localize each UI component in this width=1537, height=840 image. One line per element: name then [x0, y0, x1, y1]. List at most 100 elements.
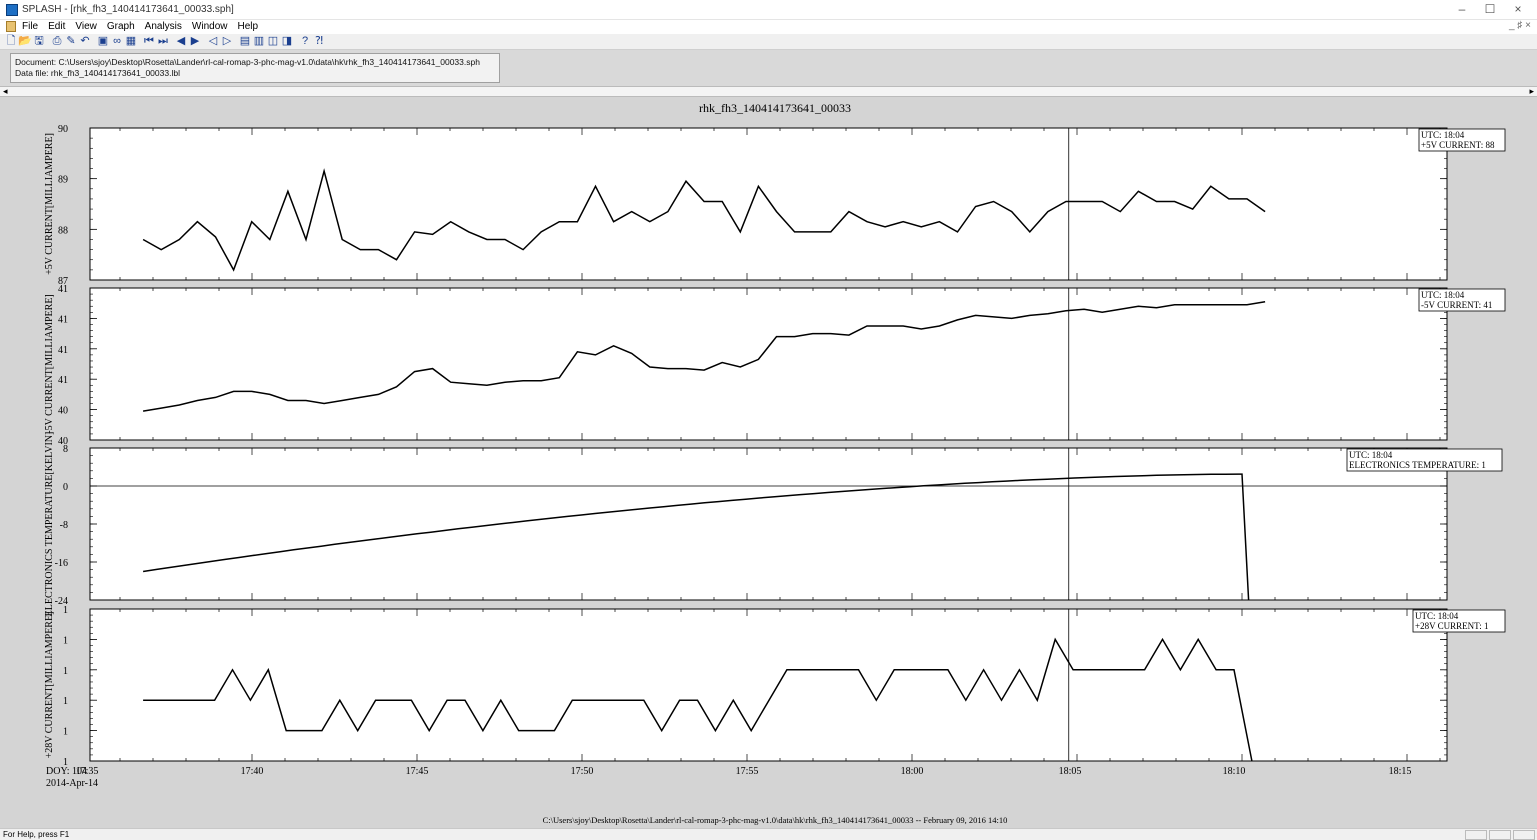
y-tick-label: 41 — [58, 345, 68, 356]
maximize-button[interactable]: ☐ — [1484, 2, 1496, 16]
readout-utc: UTC: 18:04 — [1421, 290, 1465, 300]
scroll-left-icon[interactable]: ◂ — [3, 86, 8, 96]
previous-icon[interactable]: ◀ — [176, 35, 186, 47]
arrange-icon[interactable]: ◨ — [281, 35, 293, 47]
x-tick-label: 17:35 — [76, 766, 99, 777]
document-path: C:\Users\sjoy\Desktop\Rosetta\Lander\rl-… — [58, 57, 480, 67]
y-tick-label: 1 — [63, 757, 68, 768]
graph-window-icon[interactable]: ▣ — [97, 35, 109, 47]
y-tick-label: 41 — [58, 284, 68, 295]
readout-box — [1346, 448, 1503, 472]
title-bar: SPLASH - [rhk_fh3_140414173641_00033.sph… — [0, 0, 1537, 20]
step-back-icon[interactable]: ◁ — [208, 35, 218, 47]
undo-icon[interactable]: ↶ — [80, 35, 90, 47]
infinity-icon[interactable]: ∞ — [113, 35, 121, 47]
y-tick-label: 1 — [63, 696, 68, 707]
splash-app-icon — [6, 4, 18, 16]
readout-utc: UTC: 18:04 — [1349, 450, 1393, 460]
x-tick-label: 18:05 — [1059, 766, 1082, 777]
readout-utc: UTC: 18:04 — [1415, 611, 1459, 621]
x-tick-label: 17:50 — [571, 766, 594, 777]
readout-value: -5V CURRENT: 41 — [1421, 300, 1492, 310]
readout-value: ELECTRONICS TEMPERATURE: 1 — [1349, 460, 1486, 470]
y-tick-label: 1 — [63, 605, 68, 616]
y-tick-label: 0 — [63, 482, 68, 493]
next-icon[interactable]: ▶ — [190, 35, 200, 47]
menu-graph[interactable]: Graph — [106, 21, 135, 32]
new-document-icon[interactable]: 🗋 — [6, 35, 16, 47]
y-tick-label: 1 — [63, 727, 68, 738]
readout-value: +5V CURRENT: 88 — [1421, 140, 1495, 150]
print-icon[interactable]: ⎙ — [52, 35, 62, 47]
close-button[interactable]: × — [1514, 2, 1522, 16]
edit-icon[interactable]: ✎ — [66, 35, 76, 47]
minimize-button[interactable]: – — [1458, 2, 1466, 16]
tile-h-icon[interactable]: ▤ — [239, 35, 251, 47]
menu-window[interactable]: Window — [191, 21, 228, 32]
status-cell-1 — [1465, 830, 1487, 840]
x-tick-label: 17:55 — [736, 766, 759, 777]
panel-frame-2 — [89, 287, 1448, 441]
x-date-label: 2014-Apr-14 — [46, 778, 98, 789]
step-forward-icon[interactable]: ▷ — [222, 35, 232, 47]
menu-file[interactable]: File — [22, 21, 39, 32]
y-tick-label: 41 — [58, 375, 68, 386]
y-axis-label: +28V CURRENT[MILLIAMPERE] — [44, 612, 55, 759]
y-axis-label: +5V CURRENT[MILLIAMPERE] — [44, 133, 55, 275]
x-tick-label: 17:45 — [406, 766, 429, 777]
y-tick-label: 87 — [58, 276, 68, 287]
readout-utc: UTC: 18:04 — [1421, 130, 1465, 140]
status-cell-2 — [1489, 830, 1511, 840]
x-tick-label: 18:15 — [1389, 766, 1412, 777]
tile-v-icon[interactable]: ▥ — [253, 35, 265, 47]
y-axis-label: ELECTRONICS TEMPERATURE[KELVIN] — [44, 432, 55, 617]
readout-box — [1412, 609, 1506, 633]
series-5v-current — [142, 168, 1266, 272]
last-icon[interactable]: ⏭ — [158, 35, 168, 47]
plot-title: rhk_fh3_140414173641_00033 — [699, 101, 851, 115]
y-tick-label: -24 — [55, 596, 68, 607]
menu-edit[interactable]: Edit — [48, 21, 66, 32]
x-tick-label: 17:40 — [241, 766, 264, 777]
window-title: SPLASH - [rhk_fh3_140414173641_00033.sph… — [22, 4, 234, 15]
status-text: For Help, press F1 — [3, 830, 70, 839]
panel-frame-3 — [89, 447, 1448, 601]
readout-value: +28V CURRENT: 1 — [1415, 621, 1488, 631]
y-tick-label: 1 — [63, 635, 68, 646]
horizontal-scrollbar[interactable]: ◂ ▸ — [0, 86, 1537, 97]
document-icon[interactable] — [6, 21, 16, 32]
cascade-icon[interactable]: ◫ — [267, 35, 279, 47]
series-28v-current — [143, 637, 1253, 762]
open-folder-icon[interactable]: 📂 — [18, 35, 32, 47]
y-tick-label: 40 — [58, 406, 68, 417]
panel-frame-1 — [89, 127, 1448, 281]
scroll-right-icon[interactable]: ▸ — [1529, 86, 1534, 96]
document-label: Document: — [15, 57, 57, 67]
help-icon[interactable]: ? — [301, 35, 309, 47]
status-bar: For Help, press F1 — [0, 828, 1537, 840]
menu-bar: File Edit View Graph Analysis Window Help _ ♯ … — [0, 20, 1537, 34]
x-tick-label: 18:00 — [901, 766, 924, 777]
datafile-name: rhk_fh3_140414173641_00033.lbl — [50, 68, 180, 78]
datafile-label: Data file: — [15, 68, 49, 78]
context-help-icon[interactable]: ⁈ — [314, 35, 324, 47]
x-tick-label: 18:10 — [1223, 766, 1246, 777]
menu-view[interactable]: View — [75, 21, 97, 32]
document-info-panel: Document: C:\Users\sjoy\Desktop\Rosetta\… — [10, 53, 500, 83]
readout-box — [1418, 288, 1506, 312]
readout-box — [1418, 128, 1506, 152]
menu-analysis[interactable]: Analysis — [144, 21, 182, 32]
first-icon[interactable]: ⏮ — [144, 35, 154, 47]
y-tick-label: 90 — [58, 124, 68, 135]
y-tick-label: -8 — [60, 520, 68, 531]
grid-icon[interactable]: ▦ — [125, 35, 137, 47]
y-tick-label: 41 — [58, 314, 68, 325]
series-electronics-temperature — [142, 473, 1250, 601]
y-axis-label: -5V CURRENT[MILLIAMPERE] — [44, 294, 55, 434]
plot-footer: C:\Users\sjoy\Desktop\Rosetta\Lander\rl-… — [543, 815, 1008, 825]
toolbar: 🗋 📂 🖫 ⎙ ✎ ↶ ▣ ∞ ▦ ⏮ ⏭ ◀ ▶ ◁ ▷ ▤ ▥ ◫ ◨? ⁈ — [0, 34, 1537, 50]
save-icon[interactable]: 🖫 — [34, 35, 44, 47]
mdi-controls[interactable]: _ ♯ × — [1509, 20, 1531, 31]
menu-help[interactable]: Help — [237, 21, 259, 32]
